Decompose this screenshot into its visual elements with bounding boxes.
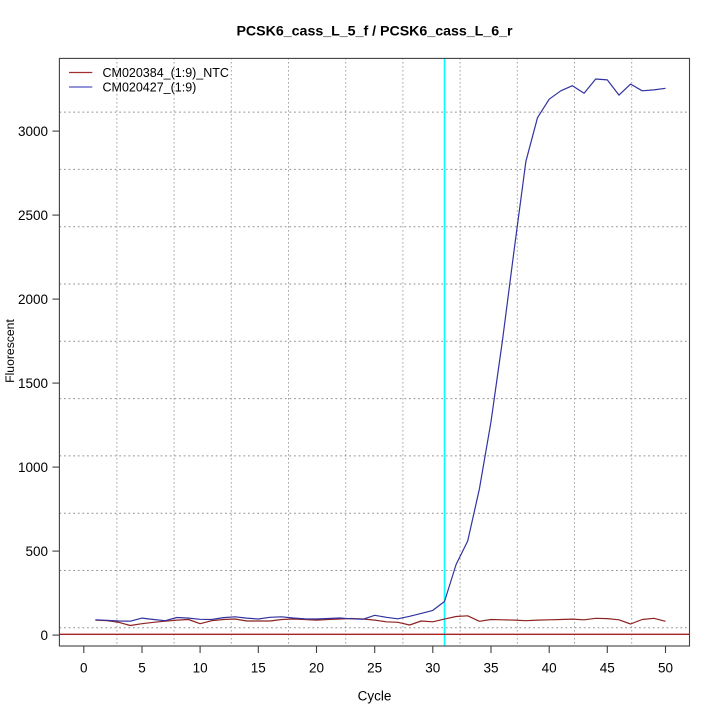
svg-text:CM020427_(1:9): CM020427_(1:9)	[103, 80, 197, 94]
svg-text:45: 45	[600, 661, 615, 676]
svg-text:25: 25	[367, 661, 382, 676]
svg-text:5: 5	[138, 661, 146, 676]
svg-text:10: 10	[193, 661, 208, 676]
svg-text:50: 50	[658, 661, 673, 676]
svg-text:2500: 2500	[18, 208, 48, 223]
svg-text:1500: 1500	[18, 376, 48, 391]
svg-text:Fluorescent: Fluorescent	[3, 319, 17, 383]
svg-text:30: 30	[425, 661, 440, 676]
svg-text:20: 20	[309, 661, 324, 676]
svg-text:500: 500	[25, 544, 48, 559]
svg-text:35: 35	[483, 661, 498, 676]
svg-text:40: 40	[542, 661, 557, 676]
svg-text:15: 15	[251, 661, 266, 676]
svg-text:1000: 1000	[18, 460, 48, 475]
svg-text:Cycle: Cycle	[358, 689, 392, 704]
svg-text:3000: 3000	[18, 124, 48, 139]
svg-text:0: 0	[40, 628, 48, 643]
svg-text:0: 0	[80, 661, 88, 676]
svg-text:2000: 2000	[18, 292, 48, 307]
svg-text:PCSK6_cass_L_5_f / PCSK6_cass_: PCSK6_cass_L_5_f / PCSK6_cass_L_6_r	[236, 24, 513, 40]
svg-text:CM020384_(1:9)_NTC: CM020384_(1:9)_NTC	[103, 66, 229, 80]
